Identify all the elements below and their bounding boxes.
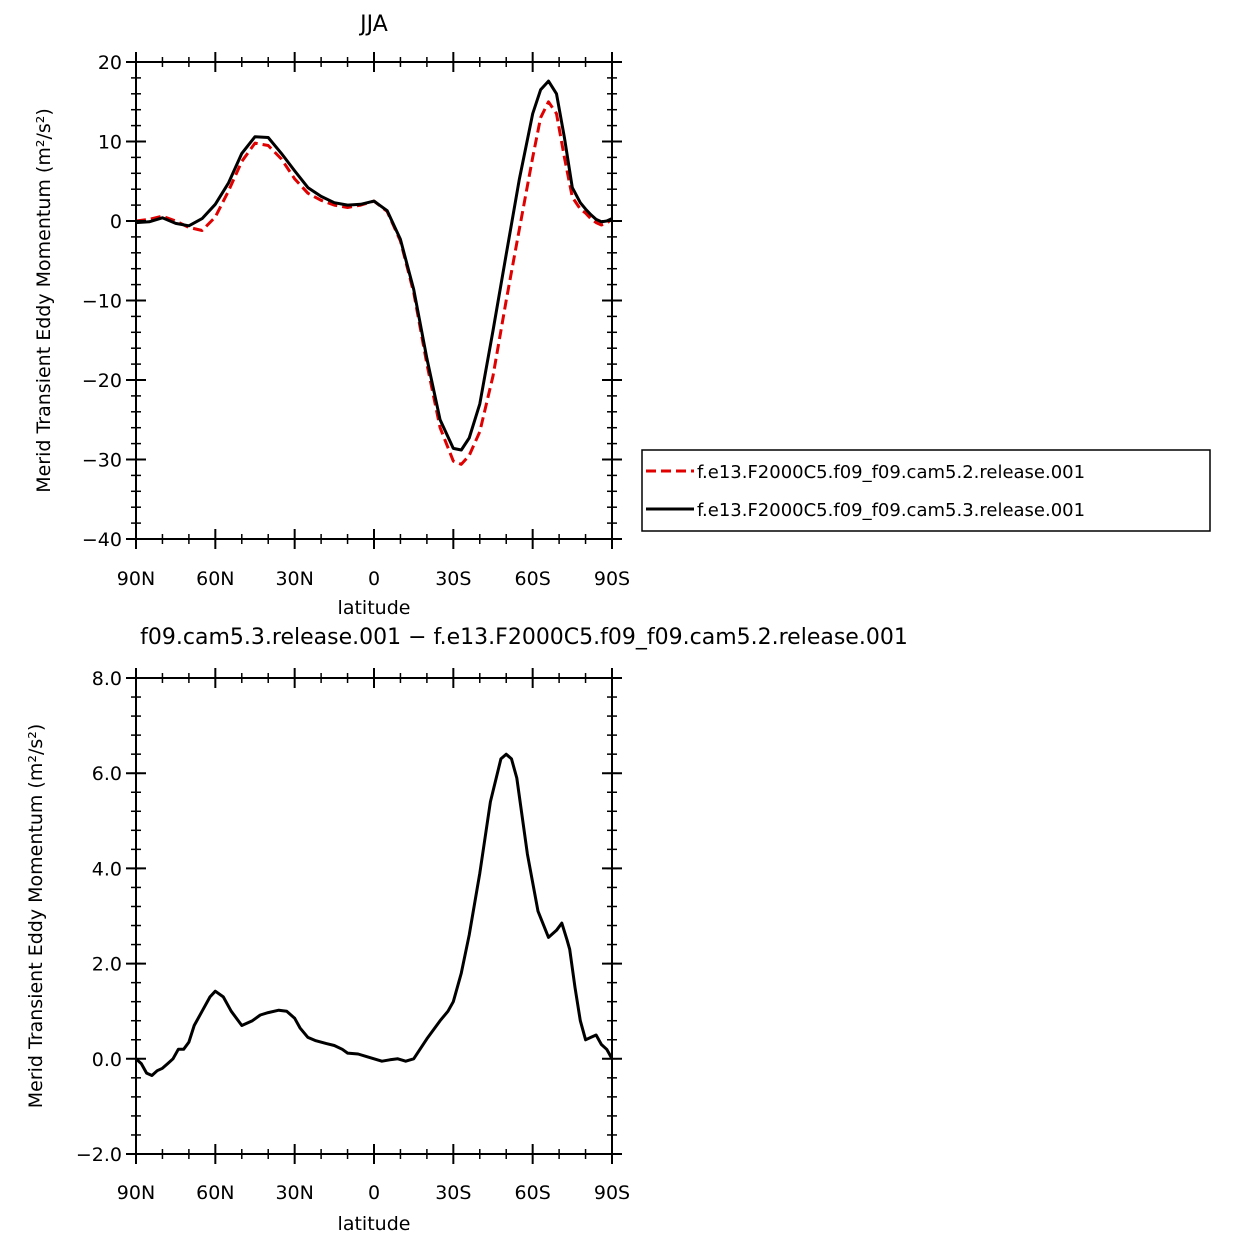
y-tick-label: −20 [82, 370, 122, 392]
y-tick-label: −40 [82, 529, 122, 551]
y-tick-label: 6.0 [92, 763, 122, 785]
x-tick-label: 90N [117, 568, 155, 590]
legend-label-0: f.e13.F2000C5.f09_f09.cam5.2.release.001 [697, 462, 1085, 483]
chart-title: f09.cam5.3.release.001 − f.e13.F2000C5.f… [140, 625, 908, 650]
y-tick-label: 10 [98, 132, 122, 154]
x-tick-label: 60S [515, 568, 551, 590]
x-tick-label: 90S [594, 568, 630, 590]
y-tick-label: 0.0 [92, 1049, 122, 1071]
x-tick-label: 60N [196, 568, 234, 590]
x-tick-label: 30S [435, 1182, 471, 1204]
y-tick-label: 0 [110, 211, 122, 233]
legend: f.e13.F2000C5.f09_f09.cam5.2.release.001… [641, 449, 1211, 532]
legend-label-1: f.e13.F2000C5.f09_f09.cam5.3.release.001 [697, 500, 1085, 521]
y-tick-label: 2.0 [92, 954, 122, 976]
x-tick-label: 30S [435, 568, 471, 590]
y-tick-label: −10 [82, 291, 122, 313]
top-panel: JJA 90N 60N 30N 0 30S 60S 90S −40 −30 −20 −10 0 10 20 l… [33, 12, 630, 619]
legend-box [641, 449, 1211, 532]
chart-title: JJA [358, 12, 388, 37]
plot-frame [135, 61, 613, 540]
x-tick-label: 60S [515, 1182, 551, 1204]
x-tick-label: 0 [368, 568, 380, 590]
x-tick-label: 30N [275, 568, 313, 590]
series-line-0 [136, 752, 612, 1077]
y-tick-label: 20 [98, 52, 122, 74]
y-tick-label: −30 [82, 450, 122, 472]
x-tick-label: 90S [594, 1182, 630, 1204]
bottom-panel: f09.cam5.3.release.001 − f.e13.F2000C5.f… [25, 625, 908, 1235]
series-line-1 [136, 79, 612, 452]
y-tick-label: −2.0 [76, 1144, 122, 1166]
x-tick-label: 90N [117, 1182, 155, 1204]
y-axis-label: Merid Transient Eddy Momentum (m²/s²) [33, 108, 55, 493]
y-tick-label: 8.0 [92, 668, 122, 690]
x-tick-label: 30N [275, 1182, 313, 1204]
y-axis-label: Merid Transient Eddy Momentum (m²/s²) [25, 724, 47, 1109]
y-tick-label: 4.0 [92, 858, 122, 880]
series-line-0 [136, 100, 612, 466]
x-axis-label: latitude [338, 597, 411, 619]
x-axis-label: latitude [338, 1213, 411, 1235]
x-tick-label: 60N [196, 1182, 234, 1204]
x-tick-label: 0 [368, 1182, 380, 1204]
